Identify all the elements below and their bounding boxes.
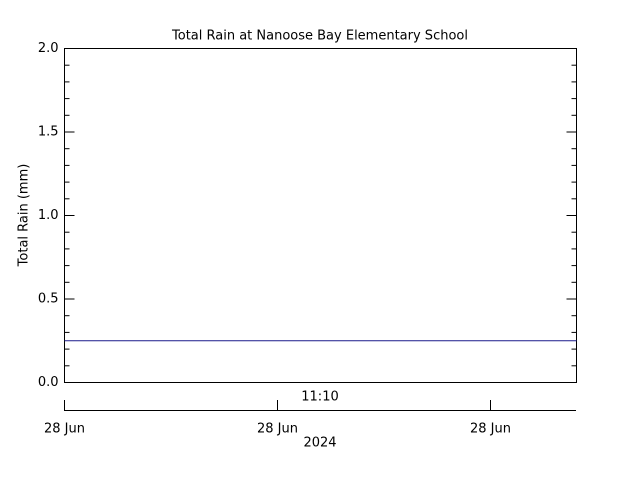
year-label: 2024 <box>303 436 336 451</box>
y-tick-label: 0.0 <box>38 375 59 390</box>
y-axis-label: Total Rain (mm) <box>17 164 32 268</box>
y-tick-label: 2.0 <box>38 41 59 56</box>
x-tick-label: 28 Jun <box>470 422 511 437</box>
y-tick-label: 1.0 <box>38 208 59 223</box>
y-tick-label: 1.5 <box>38 125 59 140</box>
chart-title: Total Rain at Nanoose Bay Elementary Sch… <box>171 29 468 44</box>
x-tick-label: 28 Jun <box>257 422 298 437</box>
x-tick-label: 28 Jun <box>44 422 85 437</box>
time-label: 11:10 <box>301 390 338 405</box>
y-tick-label: 0.5 <box>38 292 59 307</box>
